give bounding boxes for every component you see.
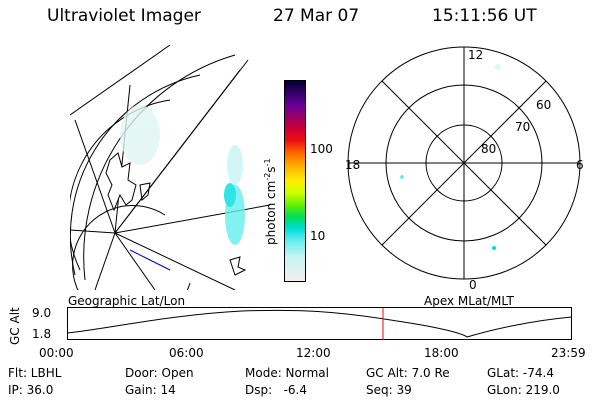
timeline-y-max: 9.0 — [32, 306, 52, 320]
color-scale-bar — [284, 80, 306, 282]
lon-line-6 — [94, 232, 116, 290]
mlt-label-6: 6 — [576, 158, 584, 172]
colorbar-tick-10: 10 — [310, 229, 326, 243]
lon-line-9 — [114, 204, 271, 234]
lat-circle-2 — [70, 74, 201, 276]
colorbar-tick-100: 100 — [310, 142, 333, 156]
lon-line-5 — [70, 229, 116, 234]
timeline-y-label: GC Alt — [8, 307, 22, 345]
info-dsp: Dsp: -6.4 — [245, 383, 308, 397]
timeline-y-min: 1.8 — [32, 327, 52, 341]
lon-line-2 — [114, 59, 249, 234]
coastline-blue — [129, 249, 171, 271]
polar-emission-spots — [400, 64, 501, 250]
timeline-frame — [67, 307, 572, 340]
lat-label-70: 70 — [515, 120, 530, 134]
instrument-title: Ultraviolet Imager — [47, 6, 201, 26]
x-tick-2359: 23:59 — [551, 346, 586, 360]
info-flt: Flt: LBHL — [8, 366, 62, 380]
info-gcalt: GC Alt: 7.0 Re — [366, 366, 450, 380]
lon-line-4 — [74, 119, 116, 234]
mlt-label-12: 12 — [468, 48, 483, 62]
x-tick-0000: 00:00 — [39, 346, 74, 360]
polar-mlt-plot: 12 18 6 0 60 70 80 — [345, 46, 584, 292]
polar-axis-diag2 — [381, 80, 547, 246]
lon-line-10 — [70, 45, 171, 116]
info-glon: GLon: 219.0 — [487, 383, 560, 397]
mlt-label-0: 0 — [469, 278, 477, 292]
lat-label-80: 80 — [481, 142, 496, 156]
info-gain: Gain: 14 — [125, 383, 176, 397]
lat-circle-outer — [83, 54, 236, 281]
x-tick-1200: 12:00 — [296, 346, 331, 360]
lat-label-60: 60 — [536, 98, 551, 112]
lat-circle-inner — [72, 205, 191, 290]
lon-line-7 — [114, 232, 156, 290]
info-door: Door: Open — [125, 366, 194, 380]
observation-time: 15:11:56 UT — [432, 6, 537, 26]
info-ip: IP: 36.0 — [8, 383, 54, 397]
aurora-emission — [120, 105, 245, 245]
info-mode: Mode: Normal — [245, 366, 329, 380]
left-map-caption: Geographic Lat/Lon — [68, 294, 186, 308]
lon-line-3 — [114, 84, 131, 234]
mlt-label-18: 18 — [345, 158, 360, 172]
coastline-island-2 — [229, 256, 247, 276]
info-glat: GLat: -74.4 — [487, 366, 554, 380]
altitude-curve — [67, 309, 573, 338]
colorbar-label: photon cm-2s-1 — [263, 158, 278, 245]
geographic-map — [70, 45, 271, 290]
info-seq: Seq: 39 — [366, 383, 412, 397]
x-tick-0600: 06:00 — [169, 346, 204, 360]
coastline-island — [139, 182, 151, 201]
observation-date: 27 Mar 07 — [273, 6, 360, 26]
x-tick-1800: 18:00 — [424, 346, 459, 360]
right-map-caption: Apex MLat/MLT — [424, 294, 514, 308]
coastline — [105, 152, 137, 212]
lon-line-8 — [114, 232, 236, 290]
gc-altitude-timeline — [67, 307, 573, 340]
